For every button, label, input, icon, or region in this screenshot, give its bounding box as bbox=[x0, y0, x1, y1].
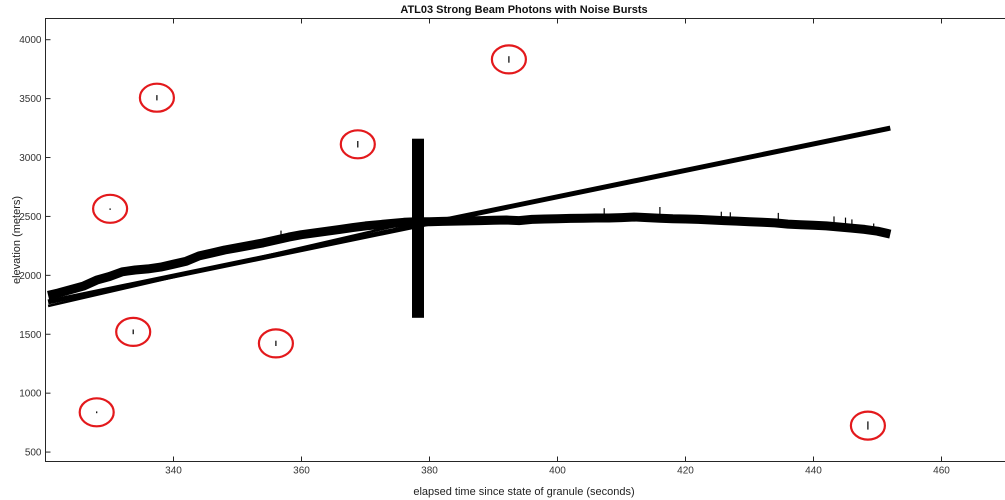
vertical-noise-burst bbox=[412, 138, 424, 318]
y-axis: 500 1000 1500 2000 2500 3000 3500 4000 bbox=[19, 35, 51, 459]
x-axis-label: elapsed time since state of granule (sec… bbox=[413, 486, 634, 498]
noise-burst-highlight-circle bbox=[91, 193, 129, 224]
y-tick-label: 1000 bbox=[19, 389, 42, 400]
y-tick-label: 1500 bbox=[19, 330, 42, 341]
noise-burst-highlight-circle bbox=[257, 328, 294, 359]
noise-burst-highlight-circle bbox=[849, 410, 887, 441]
x-tick-label: 440 bbox=[805, 466, 822, 477]
x-tick-label: 460 bbox=[933, 466, 950, 477]
x-tick-label: 360 bbox=[293, 466, 310, 477]
y-tick-label: 2500 bbox=[19, 212, 42, 223]
noise-burst-point bbox=[508, 56, 510, 63]
noise-layer bbox=[96, 56, 869, 430]
noise-burst-point bbox=[867, 421, 869, 430]
noise-burst-point bbox=[132, 329, 134, 335]
x-tick-label: 340 bbox=[165, 466, 182, 477]
y-tick-label: 3000 bbox=[19, 153, 42, 164]
noise-burst-highlight-circle bbox=[115, 316, 152, 347]
y-tick-label: 2000 bbox=[19, 271, 42, 282]
y-tick-label: 500 bbox=[25, 448, 42, 459]
chart-title: ATL03 Strong Beam Photons with Noise Bur… bbox=[400, 4, 647, 16]
y-tick-label: 3500 bbox=[19, 94, 42, 105]
noise-burst-point bbox=[275, 340, 277, 346]
noise-burst-highlight-circle bbox=[78, 397, 115, 428]
x-tick-label: 400 bbox=[549, 466, 566, 477]
x-axis: 340 360 380 400 420 440 460 bbox=[165, 18, 950, 477]
noise-burst-point bbox=[96, 411, 98, 414]
surface-track bbox=[47, 212, 892, 300]
noise-burst-highlight-circle bbox=[138, 82, 175, 113]
noise-burst-point bbox=[156, 95, 158, 101]
highlight-layer bbox=[78, 44, 887, 441]
linear-track-lower bbox=[47, 219, 417, 308]
noise-burst-highlight-circle bbox=[339, 129, 376, 160]
plot-area bbox=[45, 18, 1005, 462]
track-layer bbox=[47, 125, 892, 318]
noise-burst-point bbox=[357, 141, 359, 148]
y-axis-label: elevation (meters) bbox=[11, 196, 23, 284]
x-tick-label: 420 bbox=[677, 466, 694, 477]
noise-burst-point bbox=[109, 208, 111, 210]
y-tick-label: 4000 bbox=[19, 35, 42, 46]
spike-layer bbox=[280, 207, 875, 238]
x-tick-label: 380 bbox=[421, 466, 438, 477]
noise-burst-highlight-circle bbox=[490, 44, 527, 75]
